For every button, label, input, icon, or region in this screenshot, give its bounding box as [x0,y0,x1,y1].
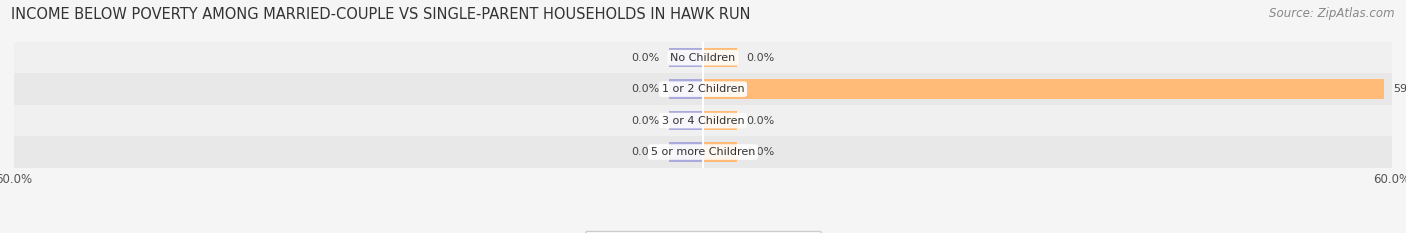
Text: 0.0%: 0.0% [631,147,659,157]
Text: 0.0%: 0.0% [747,116,775,126]
Bar [14,136,1392,168]
Text: INCOME BELOW POVERTY AMONG MARRIED-COUPLE VS SINGLE-PARENT HOUSEHOLDS IN HAWK RU: INCOME BELOW POVERTY AMONG MARRIED-COUPL… [11,7,751,22]
Text: No Children: No Children [671,53,735,63]
Text: 0.0%: 0.0% [747,147,775,157]
Bar [14,105,1392,136]
Bar [703,142,738,162]
Text: 0.0%: 0.0% [631,84,659,94]
Text: 0.0%: 0.0% [631,53,659,63]
Bar [14,42,1392,73]
Bar [669,111,703,130]
Text: Source: ZipAtlas.com: Source: ZipAtlas.com [1270,7,1395,20]
Text: 3 or 4 Children: 3 or 4 Children [662,116,744,126]
Bar [703,79,1384,99]
Bar [14,73,1392,105]
Bar [669,48,703,67]
Bar [703,111,738,130]
Text: 0.0%: 0.0% [631,116,659,126]
Text: 5 or more Children: 5 or more Children [651,147,755,157]
Bar [669,142,703,162]
Legend: Married Couples, Single Parents: Married Couples, Single Parents [585,231,821,233]
Bar [669,79,703,99]
Bar [703,48,738,67]
Text: 59.3%: 59.3% [1393,84,1406,94]
Text: 1 or 2 Children: 1 or 2 Children [662,84,744,94]
Text: 0.0%: 0.0% [747,53,775,63]
